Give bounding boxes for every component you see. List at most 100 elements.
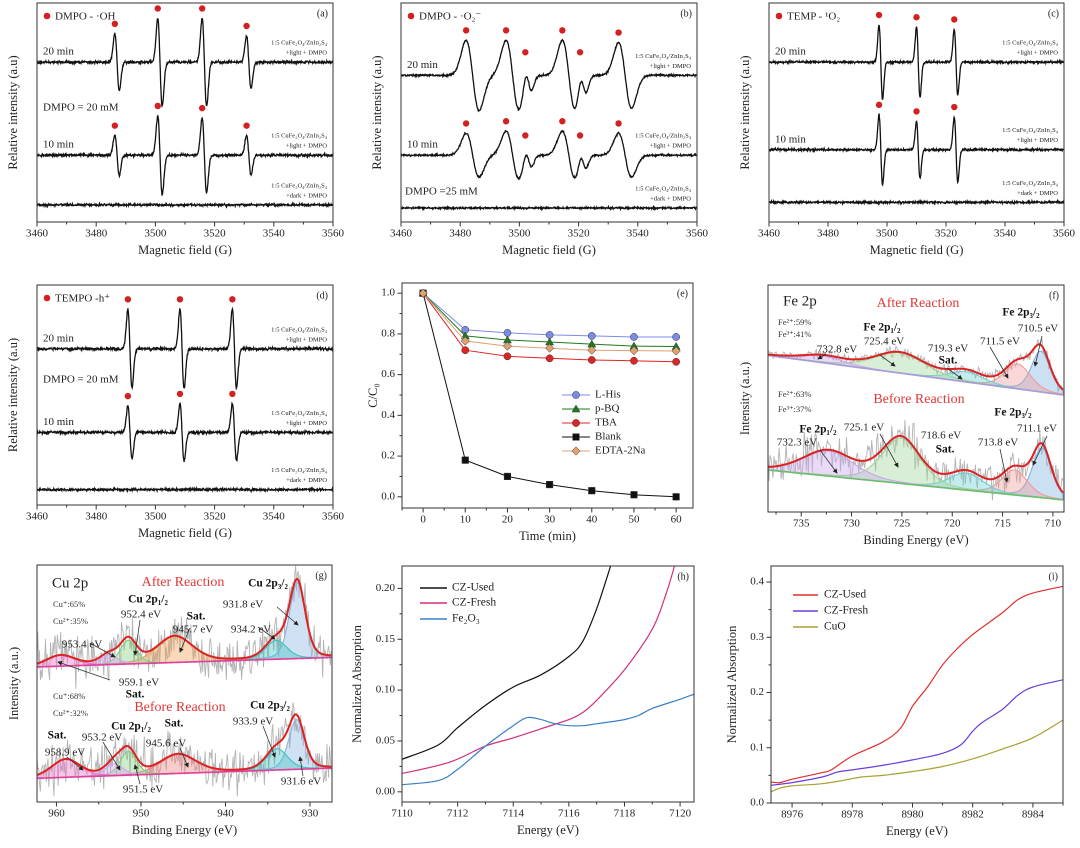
plot-area [402,566,694,786]
annotation-arrow [57,661,111,681]
annotation-label: 945.7 eV [173,624,213,636]
x-tick-label: 3500 [144,511,167,523]
annotation-small: Fe³⁺:37% [778,404,811,414]
spectrum-line [37,17,333,109]
peak-marker [522,49,529,56]
legend-label: CuO [824,621,846,633]
annotation-arrow [102,741,121,771]
x-tick-label: 50 [628,514,640,526]
x-tick-label: 8978 [841,809,864,821]
x-tick-label: 725 [894,518,911,530]
x-tick-label: 720 [944,518,961,530]
legend-marker [572,433,580,441]
annotation-arrow [946,367,963,380]
x-tick-label: 60 [671,514,683,526]
peak-marker [875,101,883,109]
plot-area [769,24,1064,207]
background-line [37,656,332,668]
spectrum-line [37,401,333,463]
data-point [461,456,469,464]
spectrum-line [37,306,333,391]
legend-label: p-BQ [595,403,620,415]
x-tick-label: 3460 [390,228,413,240]
condition-label: 1:5 CuFe₂O₄/ZnIn₂S₄ [271,40,328,47]
x-tick-label: 735 [793,518,810,530]
annotation-bold: Cu 2p₁/₂ [128,594,168,606]
peak-marker [111,122,119,129]
x-tick-label: 10 [460,514,472,526]
data-point [545,343,555,353]
annotation-label: 710.5 eV [1018,323,1058,335]
annotation-bold: Cu 2p₃/₂ [250,700,290,712]
data-point [672,333,680,341]
legend-label: CZ-Used [452,582,494,594]
annotation-label: 951.5 eV [123,784,163,796]
legend-marker [571,446,581,456]
y-tick-label: 0.8 [381,327,395,339]
data-point [545,331,554,339]
annotation-red: After Reaction [142,575,225,590]
annotation-bold: Fe 2p₃/₂ [994,407,1032,419]
annotation-small: Cu²⁺:35% [53,616,88,626]
annotation-label: 953.4 eV [62,639,102,651]
annotation-arrow [1032,435,1048,466]
peak-marker [176,390,184,398]
annotation-arrow [879,354,896,367]
x-tick-label: 3480 [85,511,108,523]
series-line [402,566,676,775]
panel-label: (b) [680,8,692,19]
annotation-small: Cu⁺:68% [53,691,85,701]
annotation-small: Fe²⁺:63% [778,389,811,399]
x-axis-label: Binding Energy (eV) [863,533,968,547]
legend-label: TEMPO -h⁺ [55,293,110,305]
peak-marker [124,392,132,400]
x-tick-label: 8976 [781,809,804,821]
series-label: 10 min [43,139,74,151]
x-tick-label: 3560 [1053,228,1076,240]
x-tick-label: 7116 [558,808,580,820]
x-tick-label: 3560 [686,228,709,240]
legend-marker [407,12,415,20]
y-tick-label: 0.4 [381,409,395,421]
y-tick-label: 0.05 [376,734,396,746]
peak-marker [576,132,584,139]
spectrum-line [769,198,1064,207]
condition-label: +light + DMPO [286,336,328,343]
fit-envelope [768,343,1064,391]
x-tick-label: 3500 [876,228,899,240]
x-tick-label: 3480 [449,228,472,240]
background-line [768,354,1064,396]
annotation-label: 959.1 eV [119,677,159,689]
annotation-arrow [298,756,304,777]
x-tick-label: 7118 [614,808,636,820]
series-line [402,566,612,760]
annotation-bold: Cu 2p₃/₂ [248,578,288,590]
panel-label: (d) [316,290,328,301]
spectrum-line [37,485,333,494]
condition-label: +light + DMPO [1017,50,1059,57]
data-point [671,346,681,356]
x-tick-label: 3540 [263,511,286,523]
concentration-note: DMPO =25 mM [405,186,478,198]
annotation-label: 933.9 eV [233,716,273,728]
x-tick-label: 3460 [26,228,49,240]
data-point [418,288,428,298]
spectrum-line [37,114,333,197]
panel-h: CZ-Used CZ-Fresh Fe₂O₃ 7110 7112 7114 7116 7118… [350,565,695,837]
y-axis-label: Relative intensity (a.u) [738,55,752,169]
series-line [422,293,677,498]
annotation-label: 719.3 eV [928,343,968,355]
x-tick-label: 7112 [447,808,469,820]
x-tick-label: 730 [843,518,860,530]
x-axis-label: Energy (eV) [517,823,579,837]
legend-label: Fe₂O₃ [452,613,480,625]
x-axis-label: Energy (eV) [886,824,948,838]
series-label: 10 min [407,139,438,151]
condition-label: 1:5 CuFe₂O₄/ZnIn₂S₄ [271,133,328,140]
x-tick-label: 3500 [144,228,167,240]
x-tick-label: 7120 [669,808,692,820]
legend-label: CZ-Used [824,589,866,601]
x-axis-label: Magnetic field (G) [138,243,232,257]
panel-label: (h) [677,571,689,582]
annotation-arrow [66,756,84,771]
